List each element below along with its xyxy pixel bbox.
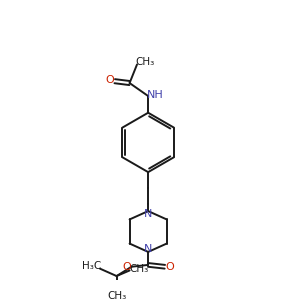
Text: O: O [165, 262, 174, 272]
Text: N: N [144, 244, 152, 254]
Text: CH₃: CH₃ [136, 57, 155, 67]
Text: N: N [144, 209, 152, 219]
Text: CH₃: CH₃ [129, 264, 148, 274]
Text: O: O [122, 262, 131, 272]
Text: H₃C: H₃C [82, 261, 101, 271]
Text: O: O [106, 75, 115, 85]
Text: NH: NH [147, 90, 164, 100]
Text: CH₃: CH₃ [107, 292, 126, 300]
